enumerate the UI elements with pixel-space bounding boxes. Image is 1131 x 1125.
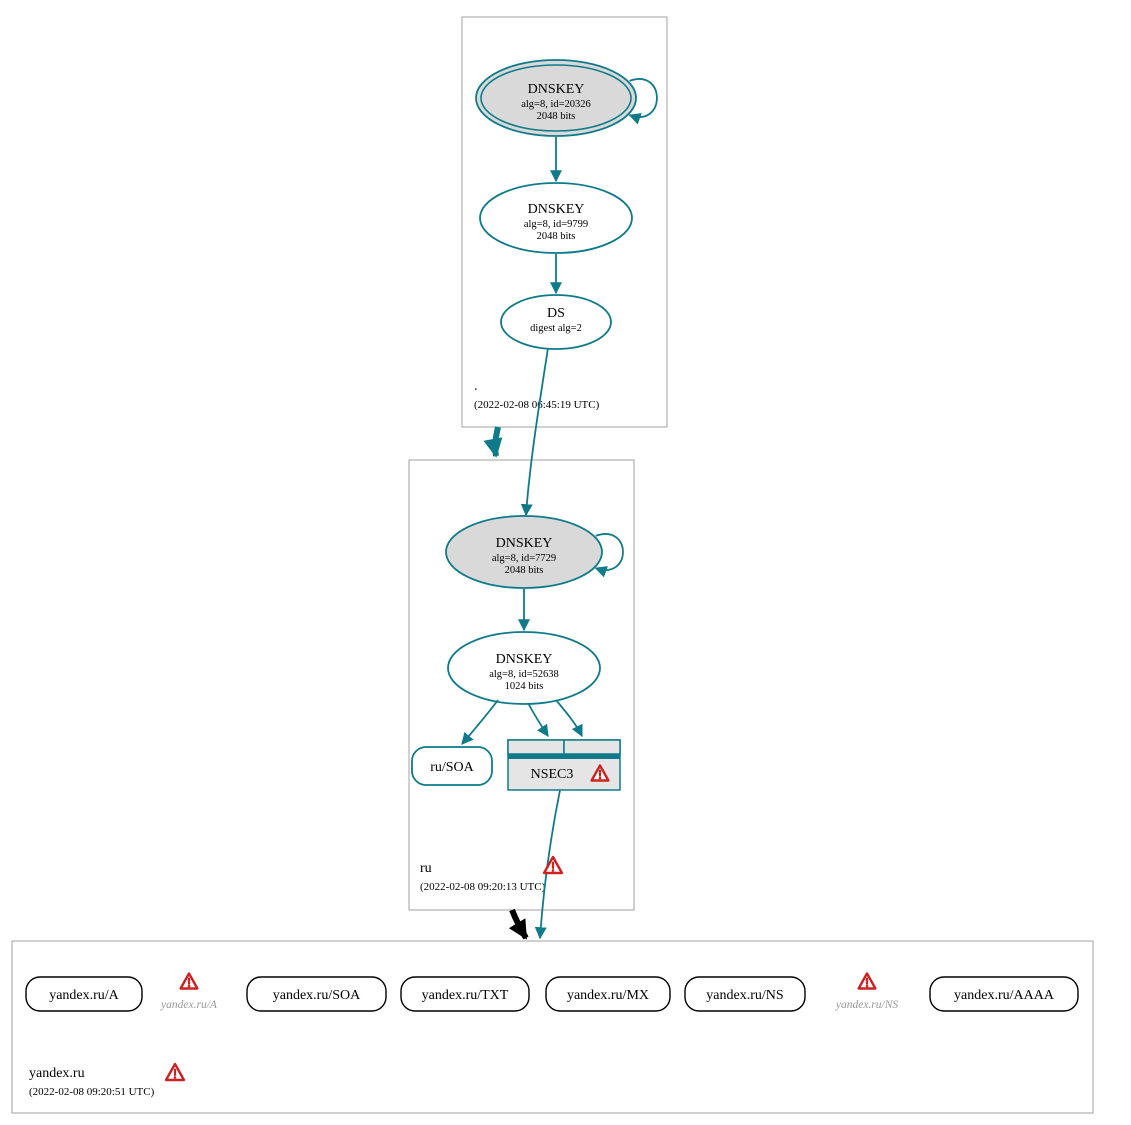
edge-ruzsk_to_nsec3_a [528, 703, 548, 736]
node-title: DNSKEY [496, 652, 553, 667]
ghost-record-label: yandex.ru/NS [835, 999, 899, 1011]
zone-label-ru: ru [420, 861, 432, 876]
edge-ruzsk_to_soa [462, 700, 498, 744]
node-sub2: 2048 bits [505, 565, 544, 576]
warning-icon [166, 1064, 184, 1080]
node-root_ds: DS digest alg=2 [501, 295, 611, 349]
node-sub2: 2048 bits [537, 111, 576, 122]
record-label: yandex.ru/AAAA [954, 988, 1055, 1003]
node-title: DS [547, 306, 565, 321]
node-title: DNSKEY [528, 202, 585, 217]
node-sub1: alg=8, id=7729 [492, 553, 556, 564]
node-sub2: 1024 bits [505, 681, 544, 692]
record-label: yandex.ru/TXT [422, 988, 509, 1003]
record-label: yandex.ru/NS [706, 988, 783, 1003]
node-ru_ksk: DNSKEY alg=8, id=77292048 bits [446, 516, 623, 588]
zone-timestamp-yandex: (2022-02-08 09:20:51 UTC) [29, 1086, 155, 1098]
node-sub1: alg=8, id=20326 [521, 99, 591, 110]
record-0: yandex.ru/A [26, 977, 142, 1011]
warning-icon [859, 974, 876, 989]
zone-timestamp-ru: (2022-02-08 09:20:13 UTC) [420, 881, 546, 893]
record-5: yandex.ru/AAAA [930, 977, 1078, 1011]
warning-icon [181, 974, 198, 989]
node-sub2: 2048 bits [537, 231, 576, 242]
zone-label-yandex: yandex.ru [29, 1066, 85, 1081]
record-label: yandex.ru/SOA [273, 988, 361, 1003]
zone-box-yandex: yandex.ru (2022-02-08 09:20:51 UTC) [12, 941, 1093, 1113]
node-ru_zsk: DNSKEY alg=8, id=526381024 bits [448, 632, 600, 704]
edge-rootbox_to_rubox [495, 427, 498, 456]
node-root_ksk: DNSKEY alg=8, id=203262048 bits [476, 60, 657, 136]
node-nsec3: NSEC3 [508, 740, 620, 790]
node-root_zsk: DNSKEY alg=8, id=97992048 bits [480, 183, 632, 253]
edge-ruzsk_to_nsec3_b [556, 700, 582, 736]
record-3: yandex.ru/MX [546, 977, 670, 1011]
zone-timestamp-root: (2022-02-08 06:45:19 UTC) [474, 399, 600, 411]
record-4: yandex.ru/NS [685, 977, 805, 1011]
edge-rubox_to_ybox [512, 910, 526, 938]
node-sub1: digest alg=2 [530, 323, 582, 334]
record-2: yandex.ru/TXT [401, 977, 529, 1011]
node-title: DNSKEY [528, 82, 585, 97]
node-title: DNSKEY [496, 536, 553, 551]
record-1: yandex.ru/SOA [247, 977, 386, 1011]
ru-soa-label: ru/SOA [430, 760, 474, 775]
record-label: yandex.ru/MX [567, 988, 649, 1003]
ghost-record-label: yandex.ru/A [160, 999, 218, 1011]
node-sub1: alg=8, id=9799 [524, 219, 588, 230]
ghost-record-0: yandex.ru/A [160, 974, 218, 1012]
node-ru-soa: ru/SOA [412, 747, 492, 785]
edge-ds_to_ruksk [526, 348, 548, 515]
record-label: yandex.ru/A [49, 988, 119, 1003]
node-sub1: alg=8, id=52638 [489, 669, 559, 680]
zone-label-root: . [474, 379, 478, 394]
ghost-record-1: yandex.ru/NS [835, 974, 899, 1012]
nsec3-label: NSEC3 [531, 767, 574, 782]
